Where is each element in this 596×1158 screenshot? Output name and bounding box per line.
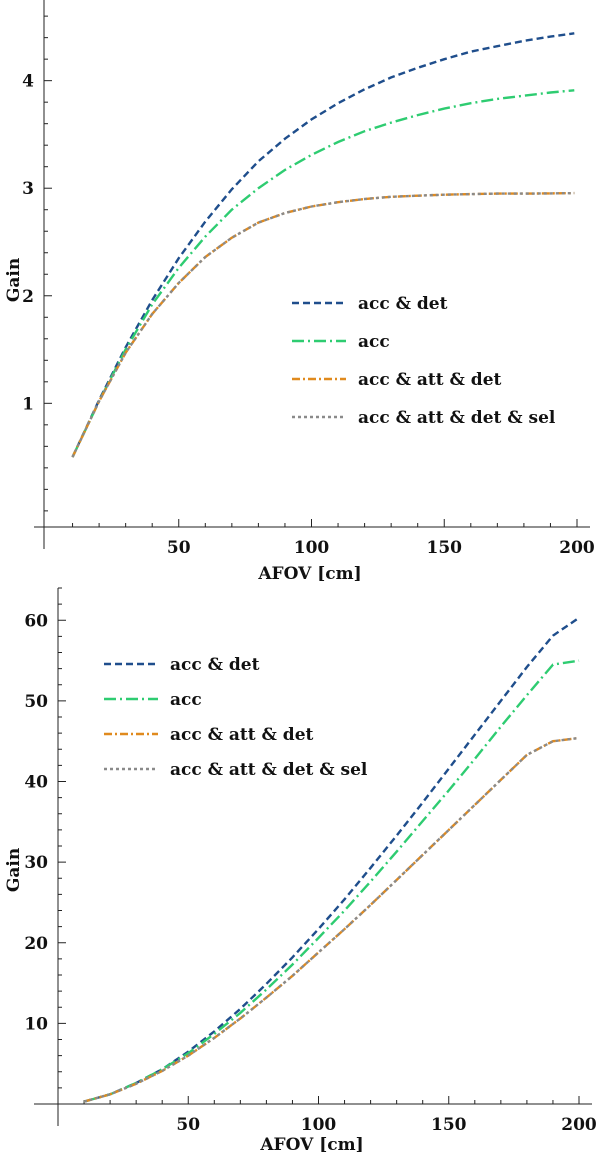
y-tick-label: 4: [22, 72, 34, 92]
legend-label: acc & det: [358, 294, 448, 314]
x-axis-label: AFOV [cm]: [257, 564, 361, 584]
x-tick-label: 100: [301, 1115, 337, 1135]
series-line-3: [83, 736, 580, 1103]
chart-panel-bottom: 50 100 150 200 10 20 30 40 50 60 AFOV [cm] Gain acc …: [4, 587, 596, 1155]
y-tick-label: 2: [22, 287, 34, 307]
chart-panel-top: 50 100 150 200 1 2 3 4 AFOV [cm] Gain acc & det acc…: [4, 0, 595, 584]
y-tick-label: 20: [24, 934, 48, 954]
legend-label: acc & att & det: [358, 370, 502, 390]
series-line-0: [83, 616, 580, 1103]
x-tick-label: 50: [176, 1115, 200, 1135]
legend-label: acc & det: [170, 655, 260, 675]
y-axis-label: Gain: [4, 848, 24, 892]
series-line-3: [71, 191, 575, 458]
legend-label: acc: [358, 332, 390, 352]
x-axis-label: AFOV [cm]: [259, 1135, 363, 1155]
series-line-1: [71, 89, 575, 458]
y-tick-label: 1: [22, 394, 34, 414]
y-tick-label: 50: [24, 692, 48, 712]
legend-label: acc & att & det & sel: [358, 408, 556, 428]
x-tick-label: 200: [559, 538, 595, 558]
series-line-0: [71, 32, 575, 458]
y-tick-label: 30: [24, 853, 48, 873]
y-tick-label: 10: [24, 1014, 48, 1034]
legend-label: acc: [170, 690, 202, 710]
legend-label: acc & att & det: [170, 725, 314, 745]
x-tick-label: 200: [561, 1115, 596, 1135]
series-line-1: [83, 659, 580, 1103]
x-tick-label: 150: [427, 538, 463, 558]
y-tick-label: 60: [24, 611, 48, 631]
x-tick-label: 50: [167, 538, 191, 558]
y-axis-label: Gain: [4, 258, 24, 302]
legend-label: acc & att & det & sel: [170, 760, 368, 780]
series-line-2: [83, 736, 580, 1103]
x-tick-label: 150: [431, 1115, 467, 1135]
y-tick-label: 40: [24, 773, 48, 793]
x-tick-label: 100: [294, 538, 330, 558]
y-tick-label: 3: [22, 179, 34, 199]
